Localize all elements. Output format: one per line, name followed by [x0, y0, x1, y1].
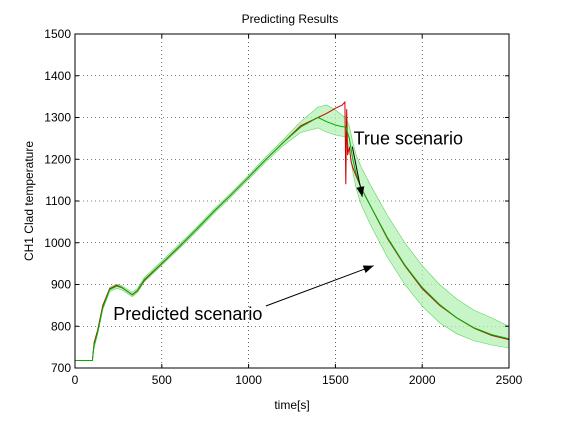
chart-title: Predicting Results: [242, 12, 339, 26]
x-tick-label: 2000: [409, 373, 436, 387]
x-axis-label: time[s]: [274, 398, 309, 412]
x-tick-label: 0: [72, 373, 79, 387]
annotation-arrowhead: [362, 265, 374, 273]
x-tick-label: 1500: [322, 373, 349, 387]
y-tick-label: 1200: [44, 152, 71, 166]
y-tick-label: 1300: [44, 111, 71, 125]
annotation-label: True scenario: [354, 129, 463, 149]
y-tick-label: 700: [51, 361, 71, 375]
series-lines: [75, 100, 510, 361]
y-tick-label: 1500: [44, 27, 71, 41]
x-tick-label: 2500: [496, 373, 523, 387]
annotation-label: Predicted scenario: [113, 304, 262, 324]
grid: [75, 34, 509, 368]
annotation-arrow: [265, 265, 374, 307]
y-tick-label: 800: [51, 319, 71, 333]
y-axis: 700 800 900 1000 1100 1200 1300 1400 1500: [44, 27, 509, 375]
annotation-arrowhead: [356, 186, 365, 197]
annotations: True scenario Predicted scenario: [113, 129, 463, 324]
x-axis: 0 500 1000 1500 2000 2500: [72, 34, 523, 387]
x-tick-label: 1000: [235, 373, 262, 387]
y-tick-label: 1100: [45, 194, 71, 208]
y-tick-label: 1400: [44, 69, 71, 83]
y-axis-label: CH1 Clad temperature: [22, 141, 36, 261]
y-tick-label: 900: [51, 278, 71, 292]
x-tick-label: 500: [152, 373, 172, 387]
y-tick-label: 1000: [44, 236, 71, 250]
series-line: [75, 116, 510, 361]
